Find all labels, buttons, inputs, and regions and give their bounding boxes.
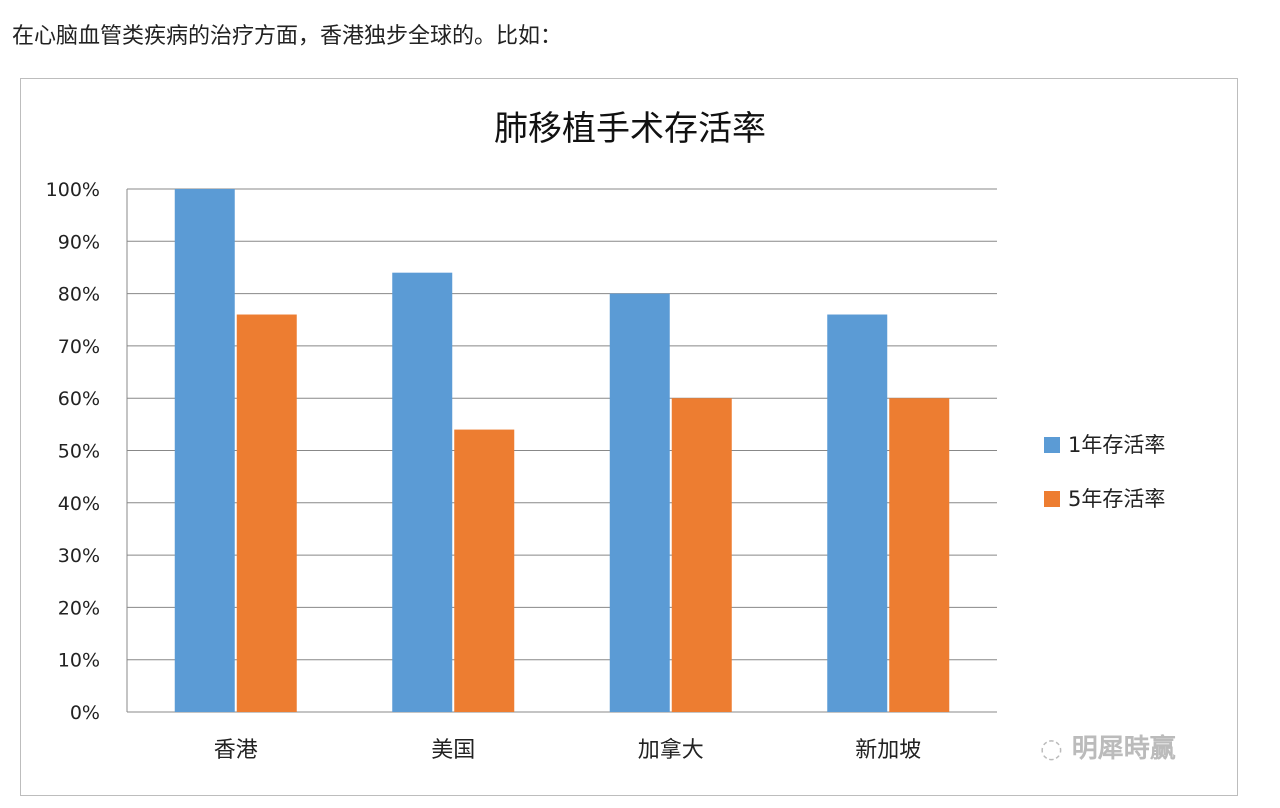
y-tick-label: 70% [58,336,100,358]
bar-2 [889,398,950,712]
x-tick-label: 美国 [431,738,475,763]
bar-1 [392,272,453,712]
y-tick-label: 30% [58,545,100,567]
y-tick-label: 100% [46,179,100,201]
bar-1 [609,293,670,712]
bar-1 [827,314,888,712]
legend-swatch [1044,437,1060,453]
y-tick-label: 40% [58,493,100,515]
x-tick-label: 新加坡 [855,738,921,763]
y-tick-label: 90% [58,231,100,253]
y-tick-label: 20% [58,597,100,619]
watermark: ◌ 明犀時赢 [1040,728,1176,765]
bar-2 [236,314,297,712]
watermark-text: 明犀時赢 [1071,734,1176,764]
intro-text: 在心脑血管类疾病的治疗方面，香港独步全球的。比如： [12,24,563,49]
x-tick-label: 加拿大 [638,737,704,763]
y-tick-label: 80% [58,284,100,306]
bar-2 [454,429,515,712]
chart-title: 肺移植手术存活率 [494,109,766,149]
bar-2 [671,398,732,712]
y-tick-label: 50% [58,441,100,463]
legend-swatch [1044,491,1060,507]
y-tick-label: 60% [58,388,100,410]
legend-label: 1年存活率 [1068,433,1165,457]
wechat-icon: ◌ [1040,734,1072,764]
y-tick-label: 10% [58,650,100,672]
bar-1 [174,189,235,712]
legend-label: 5年存活率 [1068,487,1165,511]
x-tick-label: 香港 [214,738,258,763]
y-tick-label: 0% [70,702,100,724]
